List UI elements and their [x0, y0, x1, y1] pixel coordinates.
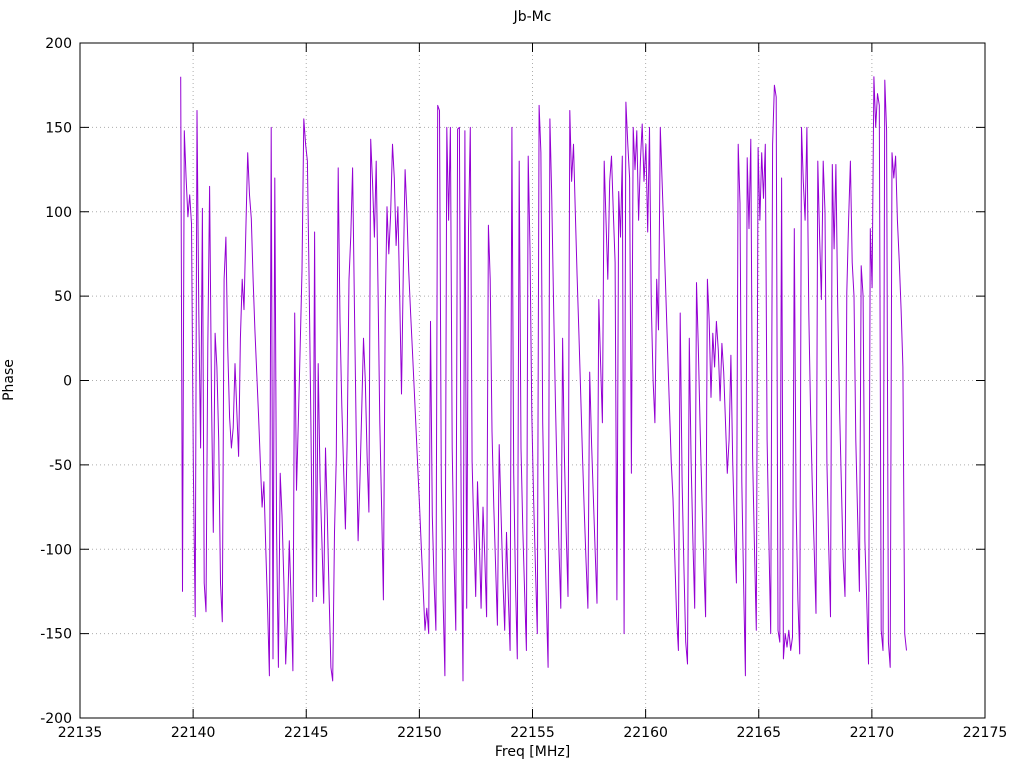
y-tick-label: -150	[40, 627, 72, 643]
x-tick-label: 22150	[397, 725, 442, 741]
x-tick-label: 22175	[963, 725, 1008, 741]
plot-frame	[79, 42, 986, 719]
y-tick-label: 200	[45, 36, 72, 52]
y-tick-label: 0	[63, 374, 72, 390]
y-tick-label: 150	[45, 120, 72, 136]
y-tick-label: 50	[54, 289, 72, 305]
x-tick-label: 22135	[58, 725, 103, 741]
y-tick-label: -200	[40, 711, 72, 727]
chart-title: Jb-Mc	[513, 9, 552, 25]
y-tick-label: -50	[49, 458, 72, 474]
x-tick-label: 22145	[284, 725, 329, 741]
grid-lines	[80, 43, 985, 718]
tick-labels: 22135 22140 22145 22150 22155 22160 22165 22170…	[40, 36, 1007, 741]
x-tick-label: 22170	[850, 725, 895, 741]
y-tick-label: -100	[40, 542, 72, 558]
phase-line	[180, 76, 907, 682]
x-tick-label: 22155	[510, 725, 555, 741]
x-tick-label: 22140	[171, 725, 216, 741]
plot-border	[79, 42, 986, 719]
x-axis-label: Freq [MHz]	[494, 744, 571, 760]
phase-line-series	[180, 76, 907, 682]
x-tick-label: 22160	[623, 725, 668, 741]
x-tick-label: 22165	[736, 725, 781, 741]
y-tick-label: 100	[45, 205, 72, 221]
